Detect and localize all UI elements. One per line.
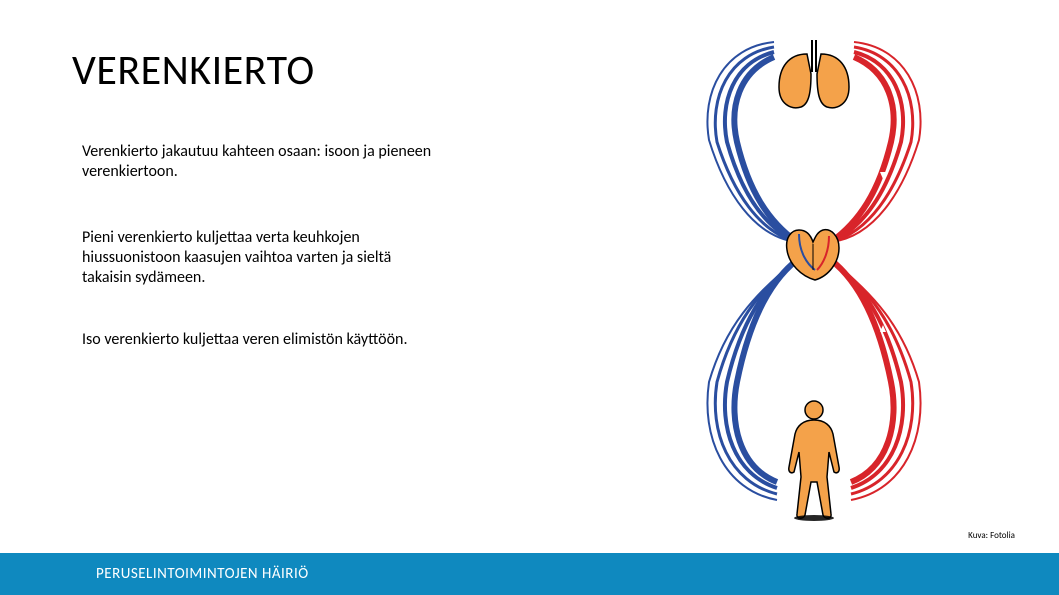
paragraph-intro: Verenkierto jakautuu kahteen osaan: isoo… <box>82 142 442 182</box>
paragraph-large-circulation: Iso verenkierto kuljettaa veren elimistö… <box>82 330 442 350</box>
circulation-svg <box>699 12 929 522</box>
lungs-icon <box>779 40 849 108</box>
heart-icon <box>787 230 839 280</box>
footer-label: PERUSELINTOIMINTOJEN HÄIRIÖ <box>96 565 309 583</box>
page-title: VERENKIERTO <box>72 45 315 96</box>
systemic-vein-group <box>707 260 797 500</box>
footer-bar: PERUSELINTOIMINTOJEN HÄIRIÖ <box>0 553 1059 595</box>
body-icon <box>789 401 839 521</box>
systemic-artery-group <box>831 260 921 500</box>
circulation-diagram <box>699 12 929 522</box>
image-credit: Kuva: Fotolia <box>968 530 1015 541</box>
paragraph-small-circulation: Pieni verenkierto kuljettaa verta keuhko… <box>82 228 442 288</box>
slide: VERENKIERTO Verenkierto jakautuu kahteen… <box>0 0 1059 595</box>
